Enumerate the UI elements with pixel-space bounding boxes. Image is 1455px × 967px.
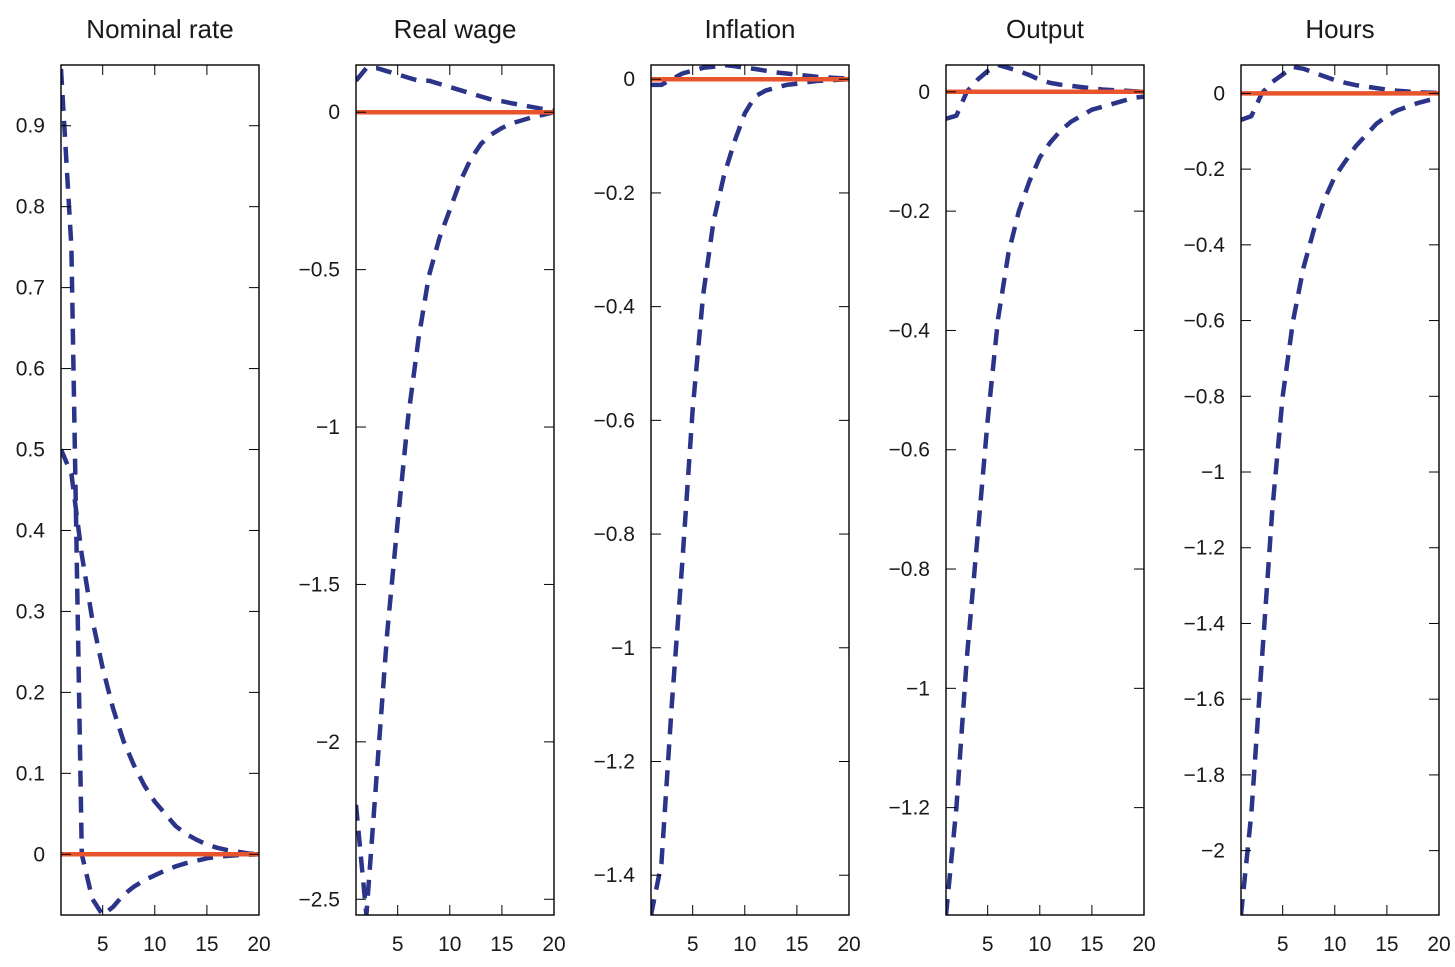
- x-tick-label: 20: [837, 933, 860, 956]
- y-tick-label: 0.8: [16, 196, 45, 219]
- y-tick-label: −0.6: [594, 409, 635, 432]
- y-tick-label: −0.2: [889, 200, 930, 223]
- y-tick-label: 0: [1213, 82, 1225, 105]
- y-tick-label: 0: [328, 101, 340, 124]
- y-tick-label: −0.8: [594, 523, 635, 546]
- y-tick-label: −1: [1201, 461, 1225, 484]
- y-tick-label: −2: [1201, 840, 1225, 863]
- panel-3: Output 0 −0.2 −0.4 −0.6 −0.8 −1 −1.2 5 10 15 20: [889, 14, 1156, 956]
- y-tick-label: −0.2: [1184, 158, 1225, 181]
- y-tick-label: −1.8: [1184, 764, 1225, 787]
- x-tick-label: 20: [542, 933, 565, 956]
- y-tick-label: −1.4: [594, 864, 636, 887]
- y-tick-label: 0.7: [16, 277, 45, 300]
- y-tick-label: 0.3: [16, 600, 45, 623]
- y-tick-label: 0.2: [16, 681, 45, 704]
- panel-1: Real wage 0 −0.5 −1 −1.5 −2 −2.5 5 10 15 20: [299, 14, 566, 956]
- x-tick-label: 5: [392, 933, 404, 956]
- panel-title: Nominal rate: [86, 14, 233, 44]
- x-tick-label: 20: [1427, 933, 1450, 956]
- y-tick-label: −1: [906, 677, 930, 700]
- panel-0: Nominal rate 0 0.1 0.2 0.3 0.4 0.5 0.6 0.7 0.8 0.9…: [16, 14, 271, 956]
- x-tick-label: 15: [1080, 933, 1103, 956]
- y-tick-label: −1.2: [594, 750, 635, 773]
- panel-title: Hours: [1305, 14, 1374, 44]
- x-tick-label: 20: [247, 933, 270, 956]
- y-tick-label: −1.5: [299, 573, 340, 596]
- plot-frame: [355, 64, 555, 916]
- plot-frame: [945, 64, 1145, 916]
- series-group: [946, 65, 1144, 915]
- x-tick-label: 5: [687, 933, 699, 956]
- plot-frame: [60, 64, 260, 916]
- lower-series-line: [61, 68, 259, 915]
- y-tick-label: −1.6: [1184, 688, 1225, 711]
- x-tick-label: 10: [1028, 933, 1051, 956]
- y-tick-label: 0: [33, 843, 45, 866]
- y-tick-label: −1.2: [889, 797, 930, 820]
- x-tick-label: 10: [1323, 933, 1346, 956]
- y-tick-label: 0.4: [16, 519, 46, 542]
- y-tick-label: −0.2: [594, 182, 635, 205]
- y-tick-label: −1: [316, 416, 340, 439]
- x-tick-label: 10: [733, 933, 756, 956]
- x-tick-label: 15: [490, 933, 513, 956]
- panel-2: Inflation 0 −0.2 −0.4 −0.6 −0.8 −1 −1.2 −1.4 5 10 1…: [594, 14, 861, 956]
- y-tick-label: 0.5: [16, 439, 45, 462]
- plot-frame: [650, 64, 850, 916]
- y-tick-label: 0.6: [16, 358, 45, 381]
- lower-series-line: [1241, 95, 1439, 915]
- lower-series-line: [356, 110, 554, 915]
- series-group: [61, 68, 259, 915]
- x-tick-label: 20: [1132, 933, 1155, 956]
- y-tick-label: −0.4: [889, 319, 931, 342]
- y-tick-label: −0.4: [594, 296, 636, 319]
- lower-series-line: [946, 94, 1144, 915]
- y-tick-label: −1.4: [1184, 612, 1226, 635]
- lower-series-line: [651, 76, 849, 915]
- x-tick-label: 15: [1375, 933, 1398, 956]
- panel-title: Output: [1006, 14, 1085, 44]
- y-tick-label: −2: [316, 731, 340, 754]
- upper-series-line: [651, 65, 849, 88]
- y-tick-label: 0.9: [16, 115, 45, 138]
- x-tick-label: 5: [97, 933, 109, 956]
- y-tick-label: −0.5: [299, 259, 340, 282]
- x-tick-label: 5: [1277, 933, 1289, 956]
- plot-frame: [1240, 64, 1440, 916]
- y-tick-label: 0: [623, 68, 635, 91]
- panel-title: Real wage: [394, 14, 517, 44]
- x-tick-label: 10: [438, 933, 461, 956]
- series-group: [356, 65, 554, 915]
- panel-4: Hours 0 −0.2 −0.4 −0.6 −0.8 −1 −1.2 −1.4 −1.6 −1.8…: [1184, 14, 1451, 956]
- upper-series-line: [356, 65, 554, 113]
- y-tick-label: −0.8: [1184, 385, 1225, 408]
- x-tick-label: 10: [143, 933, 166, 956]
- y-tick-label: 0.1: [16, 762, 45, 785]
- y-tick-label: −1.2: [1184, 537, 1225, 560]
- y-tick-label: −0.6: [889, 439, 930, 462]
- x-tick-label: 15: [195, 933, 218, 956]
- y-tick-label: −1: [611, 637, 635, 660]
- panel-title: Inflation: [704, 14, 795, 44]
- series-group: [1241, 65, 1439, 915]
- y-tick-label: −0.4: [1184, 234, 1226, 257]
- y-tick-label: 0: [918, 81, 930, 104]
- y-tick-label: −0.8: [889, 558, 930, 581]
- x-tick-label: 15: [785, 933, 808, 956]
- y-tick-label: −2.5: [299, 888, 340, 911]
- series-group: [651, 65, 849, 915]
- upper-series-line: [61, 448, 259, 857]
- x-tick-label: 5: [982, 933, 994, 956]
- y-tick-label: −0.6: [1184, 310, 1225, 333]
